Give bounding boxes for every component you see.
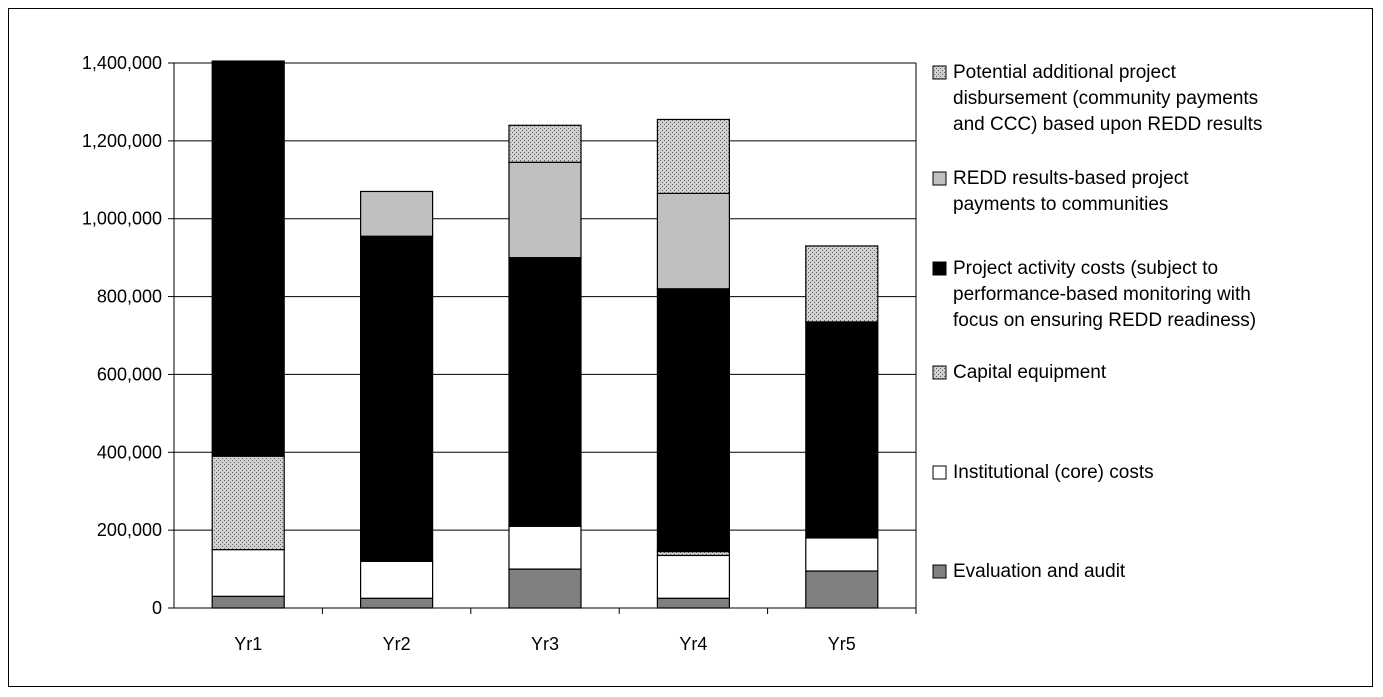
bar-segment-pot-yr4 xyxy=(656,118,731,195)
bar-segment-pot-yr3 xyxy=(508,124,582,163)
bar-segment-eval-yr2 xyxy=(360,597,434,609)
legend-swatch-pot xyxy=(932,65,947,80)
bar-segment-proj-yr1 xyxy=(211,60,285,457)
bar-segment-redd-yr2 xyxy=(360,190,434,237)
chart-frame xyxy=(8,8,1373,687)
y-tick-label: 1,200,000 xyxy=(82,131,162,151)
legend-label-pot: Potential additional project xyxy=(953,62,1177,83)
bar-segment-proj-yr5 xyxy=(805,321,879,539)
bar-segment-eval-yr1 xyxy=(211,595,285,609)
axes: 0 200,000 400,000 600,000 800,000 1,000,000 1,… xyxy=(82,53,917,654)
bar-segment-inst-yr4 xyxy=(656,554,731,599)
bar-segment-proj-yr3 xyxy=(508,257,582,527)
legend-swatch-redd xyxy=(932,171,947,186)
y-tick-label: 400,000 xyxy=(97,442,162,462)
bar-segment-inst-yr3 xyxy=(508,525,582,570)
bar-segment-eval-yr5 xyxy=(805,570,879,609)
legend-label-redd: REDD results-based project xyxy=(953,168,1189,189)
legend-label-proj: focus on ensuring REDD readiness) xyxy=(953,310,1256,331)
legend-swatch-eval xyxy=(932,564,947,579)
legend-label-pot: and CCC) based upon REDD results xyxy=(953,114,1262,135)
legend: Potential additional project disbursement… xyxy=(932,62,1262,582)
bar-segment-eval-yr3 xyxy=(508,568,582,609)
x-tick-label: Yr1 xyxy=(234,634,262,654)
bar-segment-pot-yr5 xyxy=(805,245,879,323)
bar-segment-proj-yr2 xyxy=(360,235,434,562)
x-tick-label: Yr2 xyxy=(383,634,411,654)
legend-label-inst: Institutional (core) costs xyxy=(953,462,1154,483)
bar-segment-eval-yr4 xyxy=(656,597,731,609)
bar-segment-inst-yr1 xyxy=(211,549,285,597)
bars xyxy=(211,60,879,609)
bar-segment-proj-yr4 xyxy=(656,288,731,553)
legend-swatch-cap xyxy=(932,365,947,380)
legend-label-proj: performance-based monitoring with xyxy=(953,284,1251,305)
legend-swatch-proj xyxy=(932,261,947,276)
bar-segment-redd-yr3 xyxy=(508,161,582,259)
x-tick-label: Yr3 xyxy=(531,634,559,654)
y-tick-label: 1,000,000 xyxy=(82,209,162,229)
gridlines xyxy=(174,62,916,531)
y-tick-label: 200,000 xyxy=(97,520,162,540)
y-tick-label: 0 xyxy=(152,598,162,618)
legend-label-pot: disbursement (community payments xyxy=(953,88,1258,109)
legend-label-proj: Project activity costs (subject to xyxy=(953,258,1218,279)
y-tick-label: 800,000 xyxy=(97,287,162,307)
legend-label-eval: Evaluation and audit xyxy=(953,561,1126,582)
bar-segment-redd-yr4 xyxy=(656,192,731,290)
x-tick-label: Yr4 xyxy=(679,634,707,654)
legend-label-cap: Capital equipment xyxy=(953,362,1107,383)
bar-segment-inst-yr2 xyxy=(360,560,434,599)
y-tick-label: 600,000 xyxy=(97,364,162,384)
bar-segment-cap-yr1 xyxy=(211,455,285,551)
x-tick-label: Yr5 xyxy=(828,634,856,654)
legend-label-redd: payments to communities xyxy=(953,194,1168,215)
legend-swatch-inst xyxy=(932,465,947,480)
y-tick-label: 1,400,000 xyxy=(82,53,162,73)
bar-segment-inst-yr5 xyxy=(805,537,879,572)
